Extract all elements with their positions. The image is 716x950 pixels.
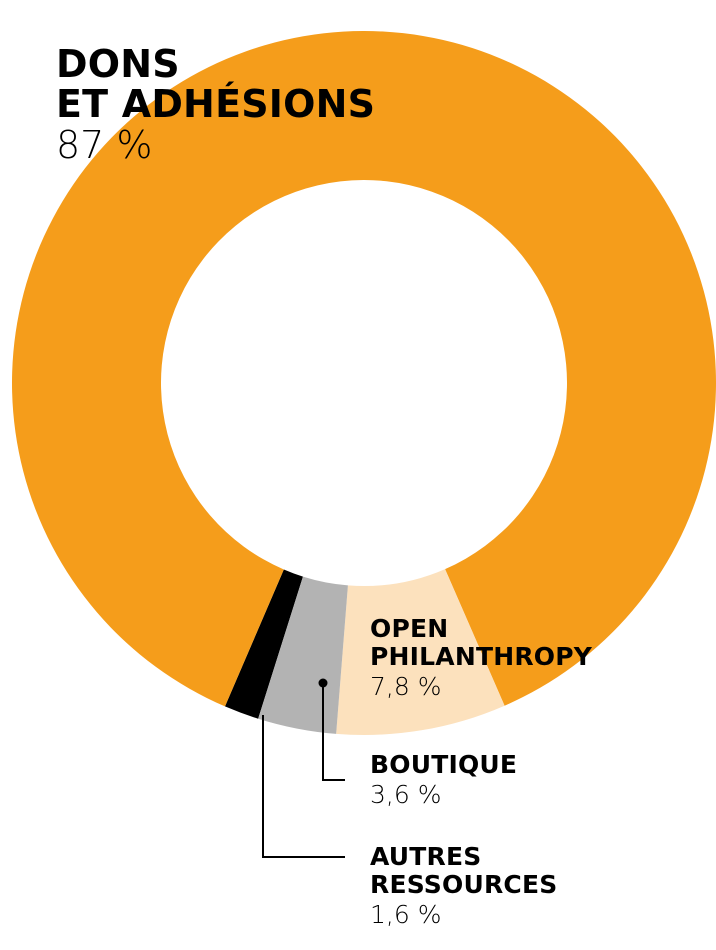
label-open-philanthropy: OPEN PHILANTHROPY 7,8 % bbox=[370, 615, 592, 703]
leader-dot-boutique bbox=[318, 678, 328, 688]
value-dons: 87 % bbox=[56, 123, 153, 167]
label-boutique: BOUTIQUE 3,6 % bbox=[370, 751, 517, 811]
donut-slices bbox=[11, 31, 716, 735]
label-autres-ressources: AUTRES RESSOURCES 1,6 % bbox=[370, 843, 557, 931]
label-open-line2: PHILANTHROPY bbox=[370, 642, 593, 671]
label-open-line1: OPEN bbox=[370, 614, 449, 643]
value-autres: 1,6 % bbox=[370, 900, 442, 929]
label-autres-line2: RESSOURCES bbox=[370, 870, 558, 899]
slice-boutique bbox=[258, 576, 348, 734]
label-dons-line2: ET ADHÉSIONS bbox=[56, 82, 376, 126]
slice-open-philanthropy bbox=[336, 569, 505, 735]
value-boutique: 3,6 % bbox=[370, 780, 442, 809]
leader-line-boutique bbox=[322, 683, 345, 781]
value-open: 7,8 % bbox=[370, 672, 442, 701]
slice-dons-et-adhesions bbox=[11, 31, 716, 707]
label-dons-et-adhesions: DONS ET ADHÉSIONS 87 % bbox=[56, 44, 375, 166]
label-boutique-line1: BOUTIQUE bbox=[370, 750, 518, 779]
label-dons-line1: DONS bbox=[56, 42, 180, 86]
leader-lines bbox=[262, 678, 345, 858]
leader-line-autres bbox=[262, 715, 345, 858]
slice-autres-ressources bbox=[224, 569, 303, 719]
label-autres-line1: AUTRES bbox=[370, 842, 482, 871]
